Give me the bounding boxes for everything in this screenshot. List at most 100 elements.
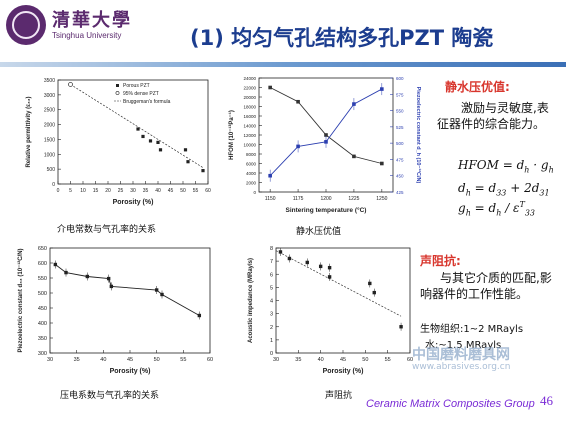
data-point xyxy=(372,290,376,295)
legend-fit: Bruggeman's formula xyxy=(123,99,171,105)
data-point-porous xyxy=(136,127,140,131)
y-tick-label-right: 425 xyxy=(396,190,404,195)
y-tick-label-left: 20000 xyxy=(243,95,256,100)
data-point xyxy=(85,274,90,279)
data-point xyxy=(160,292,164,297)
data-point-hfom xyxy=(352,154,356,159)
x-tick-label: 30 xyxy=(47,357,53,363)
y-axis-label-right: Piezoelectric constant d_h (10⁻¹²C/N) xyxy=(415,87,422,184)
data-point-hfom xyxy=(380,161,384,166)
plot-frame xyxy=(275,247,411,354)
y-tick-label: 2500 xyxy=(44,108,55,114)
logo-english-text: Tsinghua University xyxy=(52,31,122,40)
y-tick-label: 500 xyxy=(38,291,47,297)
x-tick-label: 5 xyxy=(69,188,72,194)
x-tick-label: 0 xyxy=(57,188,60,194)
y-tick-label: 0 xyxy=(270,351,273,357)
y-tick-label: 5 xyxy=(270,285,273,291)
x-tick-label: 55 xyxy=(385,357,391,363)
y-tick-label-left: 4000 xyxy=(246,171,257,176)
y-tick-label: 300 xyxy=(38,351,47,357)
x-axis-label: Porosity (%) xyxy=(113,199,154,206)
y-tick-label-left: 6000 xyxy=(246,162,257,167)
legend-marker-dense xyxy=(115,91,120,95)
x-tick-label: 35 xyxy=(143,188,149,194)
formula-hfom: HFOM = dh · gh xyxy=(458,158,554,175)
watermark-url: www.abrasives.org.cn xyxy=(412,362,511,372)
caption-hydrostatic: 静水压优值 xyxy=(296,227,342,237)
y-tick-label-right: 525 xyxy=(396,125,404,130)
y-tick-label: 2 xyxy=(270,325,273,331)
data-point xyxy=(368,281,372,286)
x-tick-label: 1250 xyxy=(376,196,387,202)
data-point-porous xyxy=(141,134,145,139)
x-tick-label: 45 xyxy=(168,188,174,194)
logo-chinese-text: 清華大學 xyxy=(52,10,132,31)
chart-piezo-porosity: 300 350 400 450 500 550 600 650 30 35 40 45 50 55 60 Po… xyxy=(10,240,220,392)
y-tick-label: 6 xyxy=(270,272,273,278)
y-tick-label: 4 xyxy=(270,299,273,305)
chart-permittivity: 0 500 1000 1500 2000 2500 3000 3500 0 5 10 15 20 25 30… xyxy=(20,72,215,224)
y-tick-label: 550 xyxy=(38,276,47,282)
data-point-hfom xyxy=(296,99,300,104)
y-tick-label: 7 xyxy=(270,259,273,265)
data-point-dh xyxy=(268,173,272,178)
data-point xyxy=(399,325,403,329)
bio-tissue-note: 生物组织:1~2 MRayls xyxy=(420,324,524,335)
x-tick-label: 15 xyxy=(93,188,99,194)
formula-dh: dh = d33 + 2d31 xyxy=(458,181,550,198)
y-tick-label: 2000 xyxy=(44,123,55,129)
legend-porous: Porous PZT xyxy=(123,83,150,89)
y-axis-label: Acoustic impedance (MRayls) xyxy=(248,258,254,343)
x-tick-label: 30 xyxy=(273,357,279,363)
x-tick-label: 50 xyxy=(180,188,186,194)
data-point xyxy=(154,288,159,292)
chart-acoustic: 0 1 2 3 4 5 6 7 8 30 35 40 45 50 55 60 Porosity (%) Acous… xyxy=(240,240,420,394)
x-tick-label: 1175 xyxy=(293,196,304,202)
y-tick-label-right: 475 xyxy=(396,157,404,162)
data-point xyxy=(109,284,114,289)
data-point-hfom xyxy=(268,85,272,90)
footer-group-name: Ceramic Matrix Composites Group xyxy=(366,398,535,410)
data-point-porous xyxy=(201,169,205,173)
y-axis-label: Piezoelectric constant d₃₃ (10⁻¹²C/N) xyxy=(17,248,24,352)
x-tick-label: 50 xyxy=(154,357,160,363)
y-tick-label-left: 2000 xyxy=(246,181,257,186)
x-axis-label: Porosity (%) xyxy=(323,368,364,375)
title-divider xyxy=(0,62,566,67)
y-tick-label-left: 10000 xyxy=(243,143,256,148)
x-tick-label: 1150 xyxy=(265,196,276,202)
x-tick-label: 55 xyxy=(193,188,199,194)
y-tick-label-right: 450 xyxy=(396,174,404,179)
caption-piezo-porosity: 压电系数与气孔率的关系 xyxy=(60,391,160,401)
page-number: 46 xyxy=(540,393,553,408)
y-tick-label: 1500 xyxy=(44,137,55,143)
y-tick-label-right: 600 xyxy=(396,76,404,81)
data-point xyxy=(197,313,202,318)
x-tick-label: 35 xyxy=(295,357,301,363)
impedance-description: 与其它介质的匹配,影响器件的工作性能。 xyxy=(420,271,552,301)
x-tick-label: 60 xyxy=(407,357,413,363)
y-axis-label-left: HFOM (10⁻¹³Pa⁻¹) xyxy=(228,110,235,160)
slide-title: (1) 均匀气孔结构多孔PZT 陶瓷 xyxy=(190,26,494,50)
y-tick-label: 450 xyxy=(38,306,47,312)
data-point xyxy=(327,265,332,270)
x-tick-label: 40 xyxy=(100,357,106,363)
data-point-dense xyxy=(68,82,73,87)
y-tick-label: 3000 xyxy=(44,93,55,99)
legend-dense: 95% dense PZT xyxy=(123,91,159,97)
x-tick-label: 50 xyxy=(362,357,368,363)
y-tick-label-left: 0 xyxy=(253,190,256,195)
data-point-porous xyxy=(183,148,188,152)
x-tick-label: 1200 xyxy=(320,196,331,202)
data-point-hfom xyxy=(324,133,328,137)
data-point-dh xyxy=(380,87,384,91)
fit-line xyxy=(70,84,204,168)
y-tick-label: 1000 xyxy=(44,152,55,158)
data-point-porous xyxy=(156,140,160,144)
data-point-dh xyxy=(296,144,300,149)
caption-permittivity: 介电常数与气孔率的关系 xyxy=(57,225,157,235)
legend-marker-porous xyxy=(116,84,119,87)
x-tick-label: 1225 xyxy=(348,196,359,202)
